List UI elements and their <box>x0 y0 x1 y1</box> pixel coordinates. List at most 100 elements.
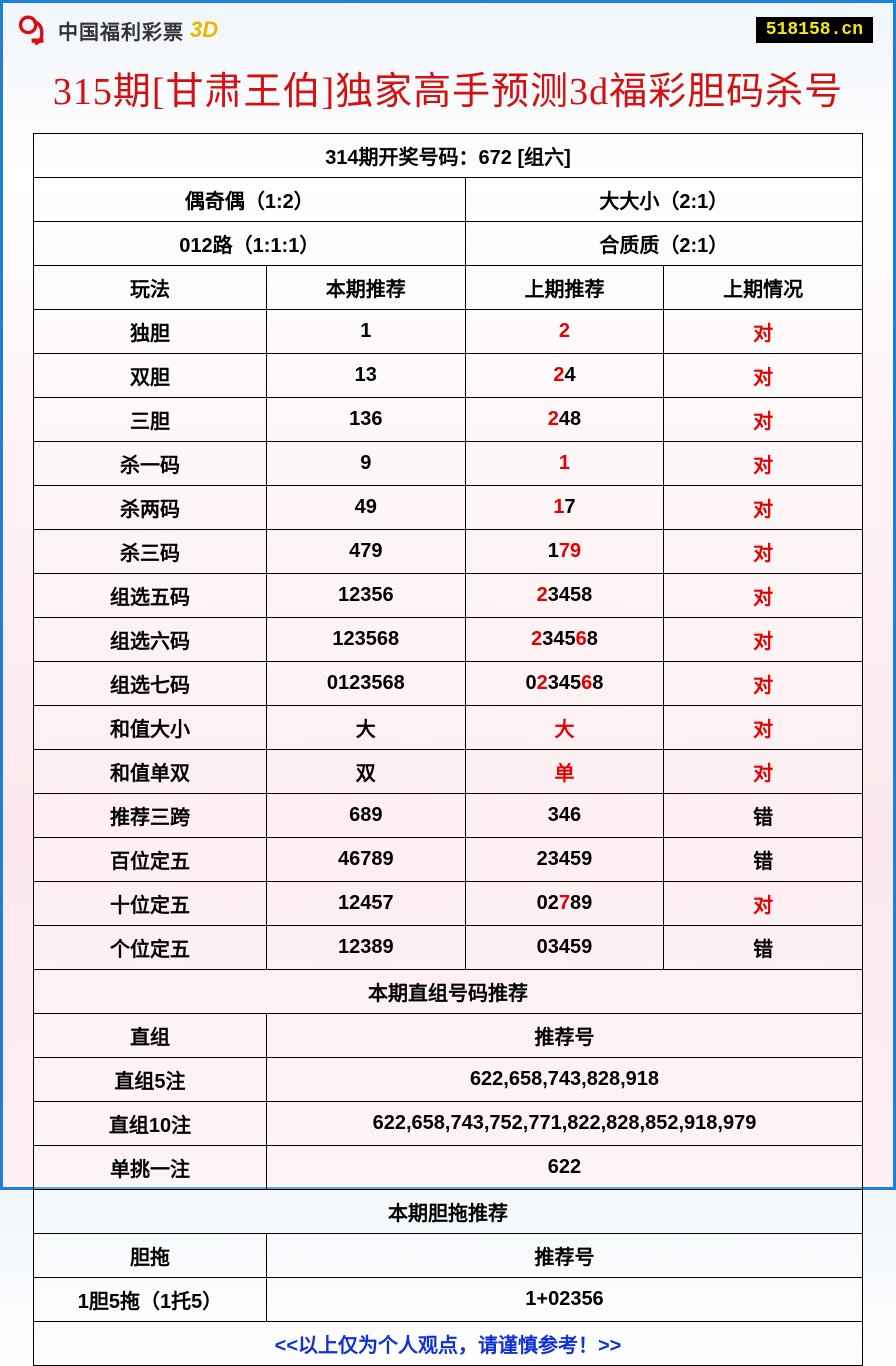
status-cell: 对 <box>664 706 863 750</box>
data-row: 个位定五1238903459错 <box>34 926 863 970</box>
play-type: 三胆 <box>34 398 267 442</box>
status-cell: 对 <box>664 750 863 794</box>
combo-value: 622,658,743,828,918 <box>266 1058 862 1102</box>
prev-value: 1 <box>465 442 664 486</box>
status-cell: 对 <box>664 354 863 398</box>
data-row: 百位定五4678923459错 <box>34 838 863 882</box>
combo-row: 直组10注622,658,743,752,771,822,828,852,918… <box>34 1102 863 1146</box>
dantuo-value: 1+02356 <box>266 1278 862 1322</box>
current-value: 大 <box>266 706 465 750</box>
pattern-row: 012路（1:1:1）合质质（2:1） <box>34 222 863 266</box>
combo-col-header: 推荐号 <box>266 1014 862 1058</box>
current-value: 123568 <box>266 618 465 662</box>
prev-value: 23458 <box>465 574 664 618</box>
play-type: 和值大小 <box>34 706 267 750</box>
data-row: 双胆1324对 <box>34 354 863 398</box>
prev-value: 248 <box>465 398 664 442</box>
current-value: 49 <box>266 486 465 530</box>
play-type: 杀三码 <box>34 530 267 574</box>
dantuo-name: 1胆5拖（1托5） <box>34 1278 267 1322</box>
play-type: 杀两码 <box>34 486 267 530</box>
play-type: 和值单双 <box>34 750 267 794</box>
column-header-row: 玩法本期推荐上期推荐上期情况 <box>34 266 863 310</box>
prediction-table: 314期开奖号码：672 [组六]偶奇偶（1:2）大大小（2:1）012路（1:… <box>33 133 863 1366</box>
combo-header-row: 本期直组号码推荐 <box>34 970 863 1014</box>
pattern-left: 偶奇偶（1:2） <box>34 178 466 222</box>
status-cell: 错 <box>664 838 863 882</box>
current-value: 12389 <box>266 926 465 970</box>
combo-header: 本期直组号码推荐 <box>34 970 863 1014</box>
url-badge: 518158.cn <box>756 17 873 43</box>
data-row: 杀三码479179对 <box>34 530 863 574</box>
pattern-left: 012路（1:1:1） <box>34 222 466 266</box>
combo-value: 622,658,743,752,771,822,828,852,918,979 <box>266 1102 862 1146</box>
combo-col-header: 直组 <box>34 1014 267 1058</box>
current-value: 12457 <box>266 882 465 926</box>
play-type: 组选五码 <box>34 574 267 618</box>
column-header: 上期推荐 <box>465 266 664 310</box>
status-cell: 对 <box>664 486 863 530</box>
play-type: 双胆 <box>34 354 267 398</box>
prev-value: 234568 <box>465 618 664 662</box>
pattern-right: 大大小（2:1） <box>465 178 862 222</box>
combo-col-row: 直组推荐号 <box>34 1014 863 1058</box>
logo-area: 中国福利彩票 3D <box>18 13 218 47</box>
current-value: 0123568 <box>266 662 465 706</box>
data-row: 和值单双双单对 <box>34 750 863 794</box>
current-value: 689 <box>266 794 465 838</box>
header: 中国福利彩票 3D 518158.cn <box>3 3 893 52</box>
current-value: 479 <box>266 530 465 574</box>
status-cell: 对 <box>664 398 863 442</box>
prev-value: 大 <box>465 706 664 750</box>
prev-value: 单 <box>465 750 664 794</box>
combo-name: 单挑一注 <box>34 1146 267 1190</box>
footer-row: <<以上仅为个人观点，请谨慎参考！>> <box>34 1322 863 1366</box>
data-row: 推荐三跨689346错 <box>34 794 863 838</box>
column-header: 本期推荐 <box>266 266 465 310</box>
data-row: 和值大小大大对 <box>34 706 863 750</box>
prev-value: 179 <box>465 530 664 574</box>
combo-row: 直组5注622,658,743,828,918 <box>34 1058 863 1102</box>
status-cell: 错 <box>664 794 863 838</box>
prev-value: 2 <box>465 310 664 354</box>
play-type: 十位定五 <box>34 882 267 926</box>
prev-value: 23459 <box>465 838 664 882</box>
prev-value: 02789 <box>465 882 664 926</box>
status-cell: 对 <box>664 442 863 486</box>
prev-value: 0234568 <box>465 662 664 706</box>
footer-note: <<以上仅为个人观点，请谨慎参考！>> <box>34 1322 863 1366</box>
logo-text: 中国福利彩票 <box>58 16 184 45</box>
current-value: 13 <box>266 354 465 398</box>
status-cell: 对 <box>664 574 863 618</box>
prev-value: 346 <box>465 794 664 838</box>
current-value: 1 <box>266 310 465 354</box>
current-value: 136 <box>266 398 465 442</box>
column-header: 上期情况 <box>664 266 863 310</box>
current-value: 12356 <box>266 574 465 618</box>
data-row: 杀一码91对 <box>34 442 863 486</box>
status-cell: 对 <box>664 882 863 926</box>
status-cell: 对 <box>664 530 863 574</box>
dantuo-col-row: 胆拖推荐号 <box>34 1234 863 1278</box>
play-type: 杀一码 <box>34 442 267 486</box>
draw-info-row: 314期开奖号码：672 [组六] <box>34 134 863 178</box>
pattern-right: 合质质（2:1） <box>465 222 862 266</box>
logo-3d-icon: 3D <box>190 17 218 43</box>
data-row: 组选五码1235623458对 <box>34 574 863 618</box>
prev-value: 24 <box>465 354 664 398</box>
combo-name: 直组5注 <box>34 1058 267 1102</box>
data-row: 独胆12对 <box>34 310 863 354</box>
play-type: 组选六码 <box>34 618 267 662</box>
pattern-row: 偶奇偶（1:2）大大小（2:1） <box>34 178 863 222</box>
dantuo-col-header: 推荐号 <box>266 1234 862 1278</box>
dantuo-header-row: 本期胆拖推荐 <box>34 1190 863 1234</box>
play-type: 个位定五 <box>34 926 267 970</box>
data-row: 杀两码4917对 <box>34 486 863 530</box>
status-cell: 错 <box>664 926 863 970</box>
data-row: 三胆136248对 <box>34 398 863 442</box>
current-value: 9 <box>266 442 465 486</box>
status-cell: 对 <box>664 310 863 354</box>
lottery-logo-icon <box>18 13 52 47</box>
column-header: 玩法 <box>34 266 267 310</box>
combo-name: 直组10注 <box>34 1102 267 1146</box>
